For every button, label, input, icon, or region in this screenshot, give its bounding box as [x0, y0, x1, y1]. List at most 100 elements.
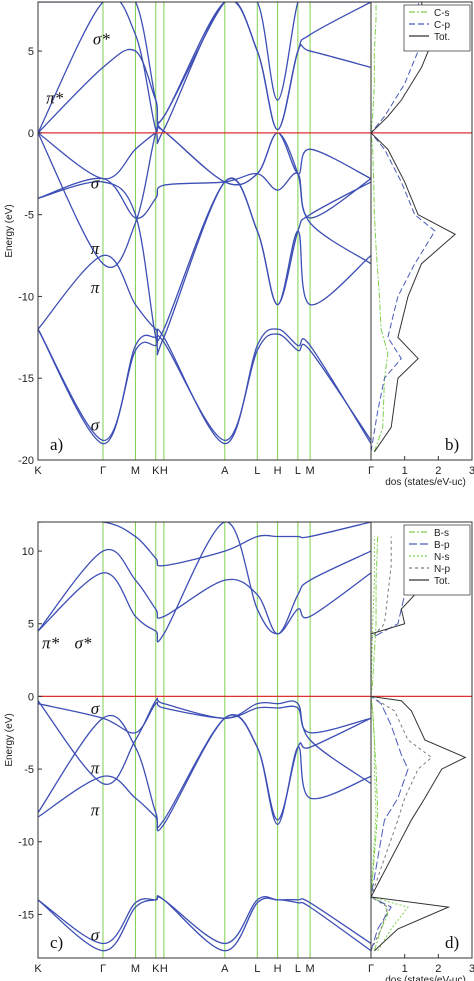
band-line-9 — [38, 2, 371, 125]
band-annotation: π — [91, 801, 100, 820]
dos-lines — [370, 2, 457, 453]
band-annotation: σ — [91, 173, 100, 192]
kpoint-label: L — [295, 465, 301, 477]
band-annotation: π — [91, 758, 100, 777]
band-line-7 — [38, 2, 372, 145]
dos-lines — [370, 536, 467, 952]
kpoint-label: L — [254, 465, 260, 477]
panel-label: a) — [50, 435, 63, 454]
y-axis-label: Energy (eV) — [4, 204, 15, 257]
band-annotation: π — [91, 239, 100, 258]
y-tick-label: -10 — [18, 291, 34, 303]
kpoint-label: M — [305, 465, 314, 477]
band-annotation: π* — [46, 88, 64, 107]
band-frame — [37, 1, 372, 461]
kpoint-label: M — [131, 963, 140, 975]
band-lines — [38, 2, 372, 445]
band-line-5 — [38, 126, 372, 186]
dos-series-C-s — [370, 2, 389, 452]
band-line-0 — [38, 328, 372, 445]
legend-entry: C-p — [434, 20, 451, 31]
x-tick-label: 1 — [402, 963, 408, 975]
kpoint-label: A — [221, 465, 229, 477]
legend-entry: Tot. — [434, 32, 450, 43]
kpoint-label: M — [131, 465, 140, 477]
panel-label: c) — [50, 933, 63, 952]
kpoint-label: Γ — [100, 465, 106, 477]
legend-entry: B-p — [434, 540, 450, 551]
legend-box — [403, 4, 471, 52]
band-line-8 — [38, 522, 372, 567]
y-tick-label: -15 — [18, 909, 34, 921]
kpoint-label: K — [152, 963, 160, 975]
x-tick-label: 2 — [435, 963, 441, 975]
band-annotation: σ* — [75, 633, 92, 652]
band-annotation: π — [91, 278, 100, 297]
kpoint-label: K — [34, 963, 42, 975]
x-tick-label: 1 — [402, 465, 408, 477]
legend-entry: N-p — [434, 564, 451, 575]
band-line-7 — [38, 548, 372, 635]
dos-frame — [370, 1, 473, 461]
legend-entry: Tot. — [434, 576, 450, 587]
band-frame — [37, 521, 372, 959]
y-tick-label: 10 — [22, 546, 34, 558]
panel-label: b) — [445, 435, 459, 454]
kpoint-label: L — [254, 963, 260, 975]
band-annotation: σ — [91, 926, 100, 945]
dos-series-Tot. — [370, 2, 457, 453]
y-tick-label: -5 — [24, 764, 34, 776]
dos-series-C-p — [370, 2, 436, 452]
band-line-0 — [38, 895, 372, 952]
x-tick-label: 3 — [469, 465, 474, 477]
y-tick-label: -15 — [18, 373, 34, 385]
band-line-3 — [38, 177, 372, 356]
dos-series-N-s — [370, 536, 409, 951]
kpoint-label: A — [221, 963, 229, 975]
band-line-1 — [38, 895, 372, 945]
kpoint-label: Γ — [368, 465, 374, 477]
kpoint-label: K — [152, 465, 160, 477]
x-tick-label: 3 — [469, 963, 474, 975]
x-axis-label: dos (states/eV-uc) — [385, 975, 466, 981]
dos-series-B-s — [370, 536, 389, 951]
kpoint-label: H — [274, 963, 282, 975]
band-line-4 — [38, 172, 372, 219]
band-line-2 — [38, 178, 372, 342]
y-tick-label: 0 — [28, 128, 34, 140]
band-line-6 — [38, 522, 372, 643]
band-line-1 — [38, 328, 372, 442]
band-lines — [38, 522, 372, 952]
panel-label: d) — [445, 933, 459, 952]
band-annotation: π* — [42, 633, 60, 652]
dos-series-Tot. — [370, 536, 467, 952]
y-tick-label: -20 — [18, 455, 34, 467]
y-axis-label: Energy (eV) — [4, 713, 15, 766]
legend-box — [403, 524, 471, 596]
kpoint-label: H — [160, 465, 168, 477]
y-tick-label: -10 — [18, 837, 34, 849]
kpoint-label: H — [274, 465, 282, 477]
band-annotation: σ* — [93, 30, 110, 49]
x-axis-label: dos (states/eV-uc) — [385, 477, 466, 488]
band-annotation: σ — [91, 416, 100, 435]
x-tick-label: 2 — [435, 465, 441, 477]
kpoint-label: K — [34, 465, 42, 477]
band-line-8 — [38, 2, 372, 134]
kpoint-label: H — [160, 963, 168, 975]
y-tick-label: 0 — [28, 691, 34, 703]
dos-frame — [370, 521, 473, 959]
y-tick-label: 5 — [28, 46, 34, 58]
kpoint-label: M — [305, 963, 314, 975]
legend-entry: B-s — [434, 528, 449, 539]
kpoint-label: Γ — [368, 963, 374, 975]
dos-series-N-p — [370, 536, 433, 951]
legend-entry: C-s — [434, 8, 450, 19]
band-line-5 — [38, 697, 372, 785]
